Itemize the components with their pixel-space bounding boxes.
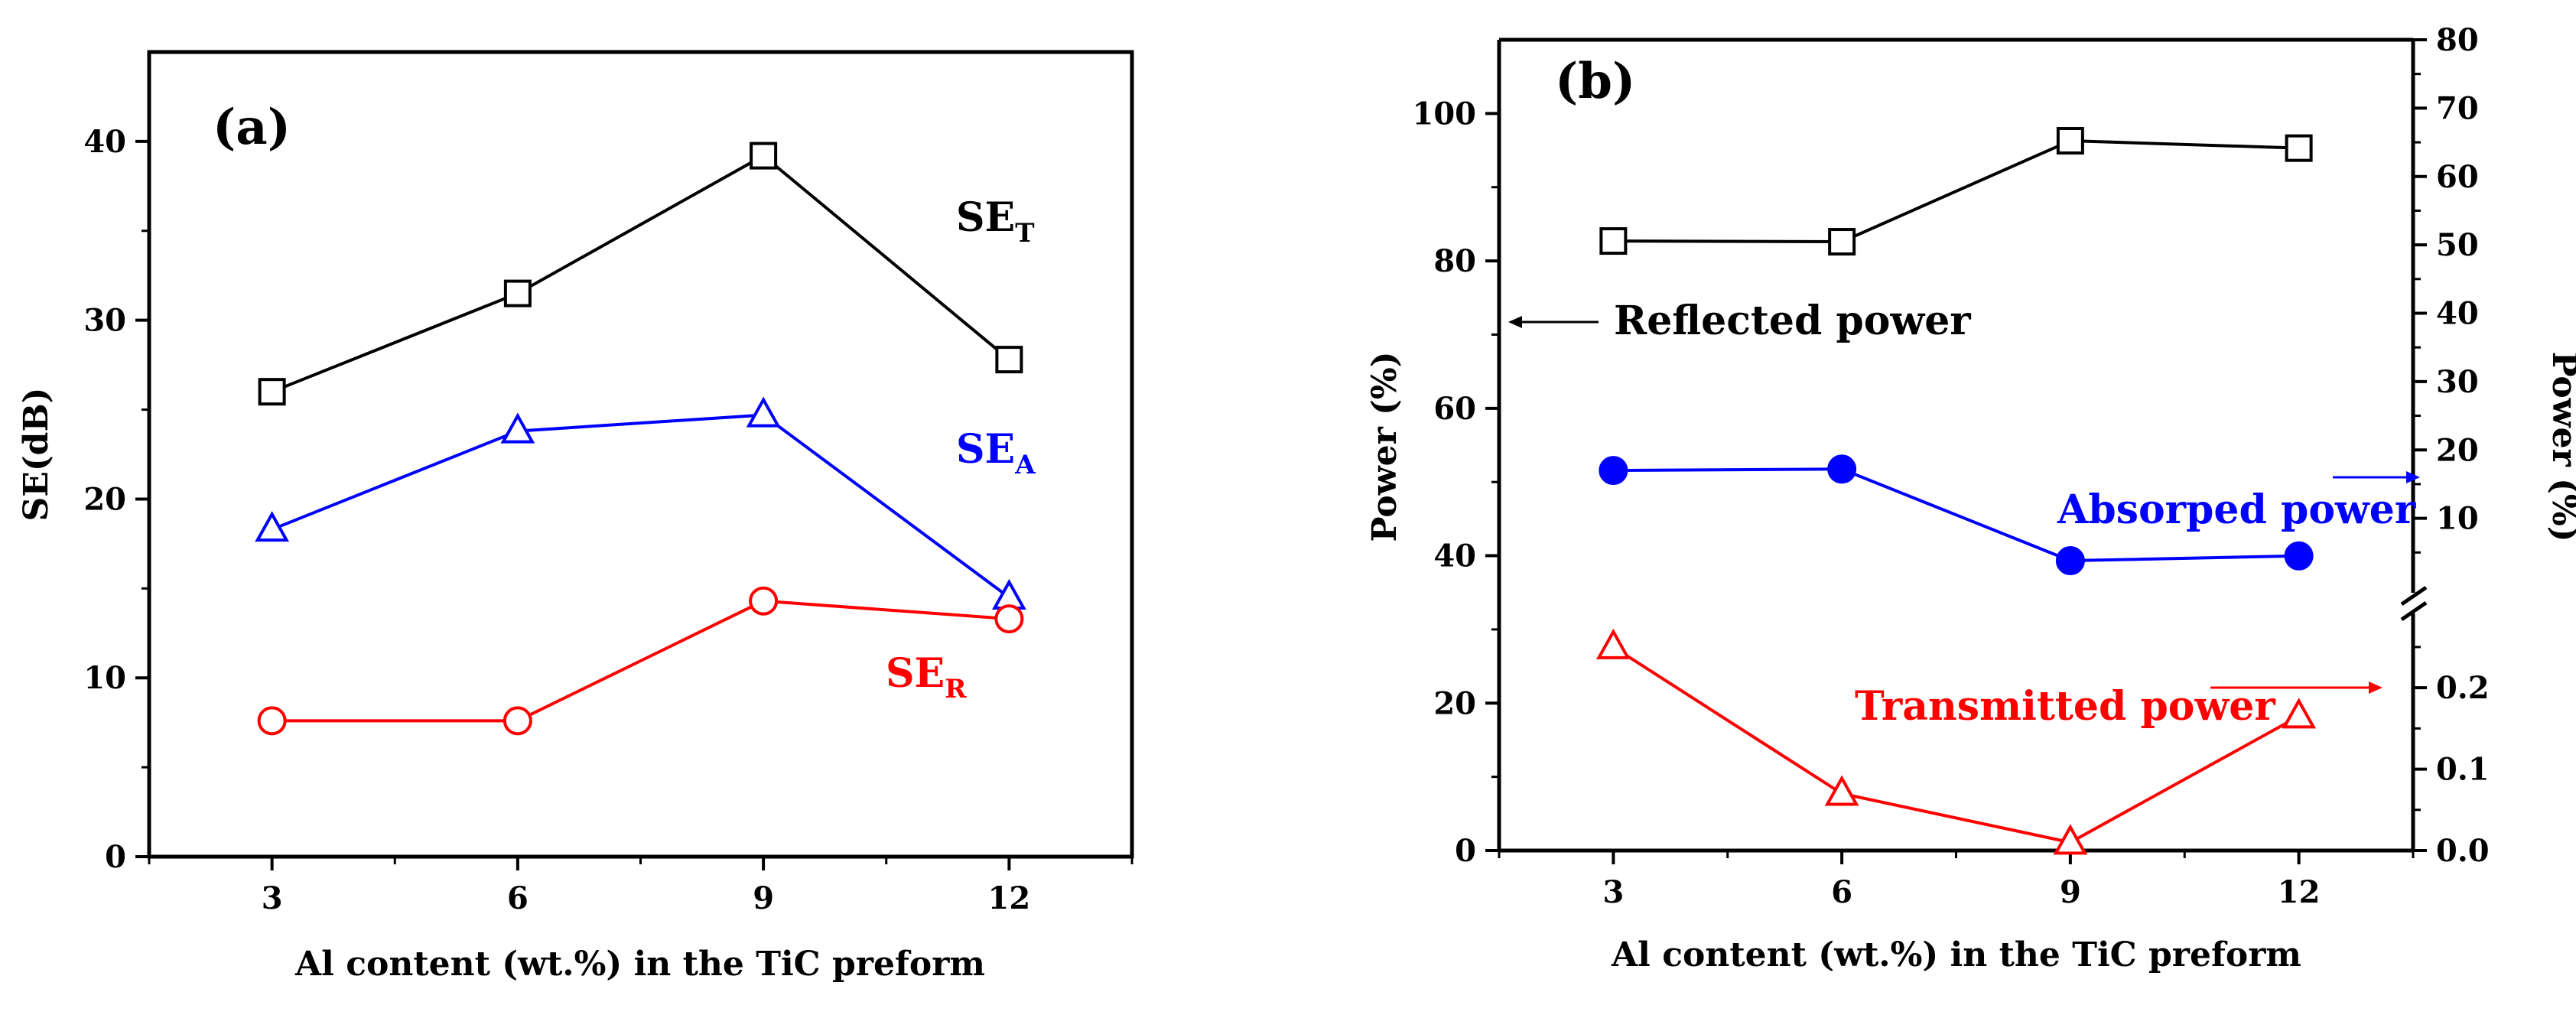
chart-b-lines	[1612, 139, 2300, 844]
chart-a-point-se-t	[995, 346, 1023, 374]
absorbed-arrowhead-icon	[2406, 471, 2420, 483]
chart-a-point-se-a	[500, 412, 535, 444]
chart-a-point-se-r	[994, 604, 1024, 634]
chart-b-y-right-lower-tick-label: 0.2	[2436, 670, 2490, 706]
reflected-power-label: Reflected power	[1614, 298, 1971, 344]
chart-b-y-left-tick-label: 20	[1433, 685, 1476, 721]
chart-b-ticks: 3 6 9 12 0 20 40 60 80 100 10 20 30 40 50 60 70 80 0.0 0.1 0…	[1413, 22, 2490, 910]
chart-a-series-line-se-r	[272, 599, 1010, 723]
chart-b-annotation-absorbed: Absorped power	[2057, 471, 2420, 533]
chart-b-y-right-upper-tick-label: 10	[2436, 501, 2479, 537]
chart-b-series-line-absorped-power	[1613, 467, 2299, 563]
chart-b-y-right-lower-tick-label: 0.1	[2436, 752, 2490, 788]
chart-b-point-absorped-power	[2284, 541, 2314, 571]
chart-b-y-right-upper-tick-label: 40	[2436, 296, 2479, 332]
chart-b-point-absorped-power	[1599, 456, 1628, 486]
chart-a-x-tick-label: 12	[988, 880, 1031, 916]
chart-a-y-tick-label: 20	[83, 481, 126, 517]
chart-b-x-tick-label: 12	[2278, 874, 2321, 910]
chart-b-y-right-upper-tick-label: 80	[2436, 22, 2479, 58]
chart-a-point-se-t	[503, 279, 532, 307]
chart-b-point-transmitted-power	[1595, 628, 1631, 659]
chart-a-label-se-r: SER	[886, 650, 967, 704]
chart-b-point-reflected-power	[1599, 227, 1628, 255]
chart-b-point-reflected-power	[2056, 127, 2084, 155]
chart-b-annotation-transmitted: Transmitted power	[1855, 682, 2382, 730]
chart-b-y-right-upper-tick-label: 60	[2436, 159, 2479, 195]
chart-a-series-line-se-t	[271, 154, 1010, 394]
chart-b-point-reflected-power	[2285, 134, 2313, 162]
chart-b-y-right-lower-tick-label: 0.0	[2436, 833, 2490, 869]
chart-a-point-se-t	[750, 142, 778, 170]
chart-b-y-left-tick-label: 60	[1433, 391, 1476, 427]
chart-b-x-axis-title: Al content (wt.%) in the TiC preform	[1611, 935, 2301, 974]
absorbed-power-label: Absorped power	[2057, 486, 2416, 533]
chart-b-series-line-reflected-power	[1613, 139, 2299, 244]
chart-b-y-axis-title-left: Power (%)	[1365, 351, 1404, 542]
chart-a-series-line-se-a	[271, 413, 1010, 599]
reflected-arrowhead-icon	[1508, 316, 1522, 328]
chart-a-point-se-a	[991, 578, 1026, 610]
chart-b-series-line-transmitted-power	[1612, 646, 2300, 844]
chart-b-y-left-tick-label: 0	[1455, 833, 1476, 869]
chart-a-point-se-a	[255, 511, 290, 542]
chart-a-y-tick-label: 0	[105, 839, 126, 875]
chart-b-point-absorped-power	[2055, 546, 2085, 576]
chart-b-y-left-tick-label: 80	[1433, 243, 1476, 279]
chart-a-x-axis-title: Al content (wt.%) in the TiC preform	[294, 945, 985, 984]
chart-b-axis-break	[2400, 585, 2428, 622]
chart-a-point-se-r	[503, 706, 532, 736]
chart-b-y-right-upper-tick-label: 50	[2436, 227, 2479, 263]
chart-a-point-se-r	[749, 586, 779, 616]
chart-b-y-right-upper-tick-label: 20	[2436, 432, 2479, 468]
chart-a-lines	[271, 154, 1010, 723]
chart-a: 3 6 9 12 0 10 20 30 40 (a) SET SEA SER Al conten…	[17, 50, 1134, 984]
chart-b-x-tick-label: 6	[1831, 874, 1852, 910]
chart-a-y-tick-label: 40	[83, 124, 126, 160]
chart-b-y-axis-title-right: Power (%)	[2545, 351, 2576, 542]
chart-b-y-left-tick-label: 100	[1413, 96, 1477, 132]
chart-a-point-se-t	[258, 378, 286, 406]
chart-b-point-transmitted-power	[1824, 775, 1859, 806]
chart-a-point-se-a	[746, 396, 781, 428]
chart-a-x-tick-label: 6	[507, 880, 529, 916]
chart-b-panel-label: (b)	[1555, 53, 1635, 110]
chart-b-annotation-reflected: Reflected power	[1508, 298, 1971, 344]
chart-b-point-transmitted-power	[2282, 698, 2317, 729]
chart-b-y-left-tick-label: 40	[1433, 538, 1476, 574]
chart-a-x-tick-label: 9	[753, 880, 774, 916]
chart-a-y-axis-title: SE(dB)	[17, 388, 56, 522]
chart-b-y-right-upper-tick-label: 70	[2436, 90, 2479, 126]
chart-a-y-tick-label: 10	[83, 660, 126, 696]
chart-b-point-transmitted-power	[2053, 824, 2088, 855]
chart-a-ticks: 3 6 9 12 0 10 20 30 40	[83, 124, 1134, 916]
chart-a-label-se-a: SEA	[956, 426, 1036, 480]
transmitted-arrowhead-icon	[2369, 682, 2382, 694]
chart-b-y-right-upper-tick-label: 30	[2436, 364, 2479, 400]
chart-a-label-se-t: SET	[956, 194, 1035, 249]
chart-a-y-tick-label: 30	[83, 303, 126, 339]
chart-a-x-tick-label: 3	[262, 880, 283, 916]
chart-b-point-reflected-power	[1828, 228, 1856, 256]
transmitted-power-label: Transmitted power	[1855, 683, 2275, 730]
chart-a-markers	[255, 142, 1026, 736]
chart-b-x-tick-label: 9	[2060, 874, 2081, 910]
chart-b-point-absorped-power	[1827, 454, 1857, 484]
chart-b-x-tick-label: 3	[1602, 874, 1624, 910]
chart-a-panel-label: (a)	[213, 99, 291, 156]
chart-b: 3 6 9 12 0 20 40 60 80 100 10 20 30 40 50 60 70 80 0.0 0.1 0…	[1365, 22, 2576, 974]
chart-b-markers	[1595, 127, 2317, 855]
chart-a-point-se-r	[257, 706, 287, 736]
